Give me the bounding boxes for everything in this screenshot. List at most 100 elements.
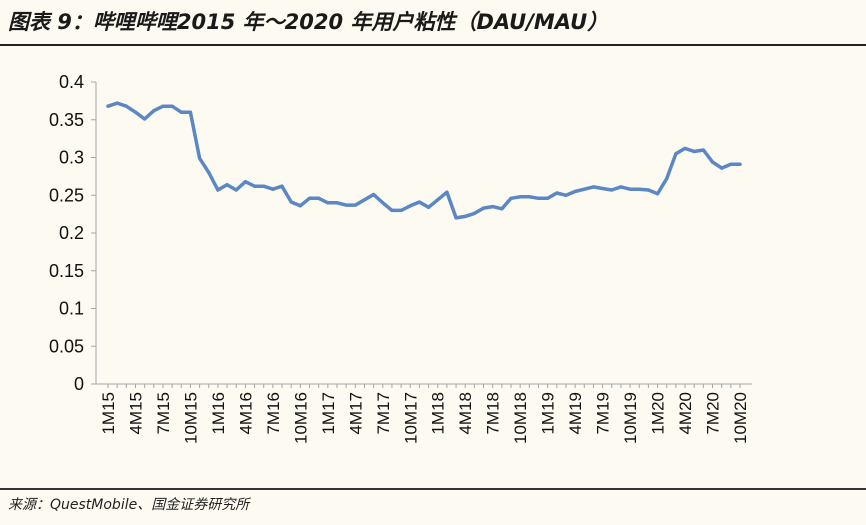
x-tick-label: 10M20 bbox=[731, 392, 750, 444]
data-point bbox=[170, 104, 174, 108]
y-tick-label: 0.3 bbox=[59, 148, 84, 168]
data-point bbox=[665, 177, 669, 181]
x-tick-label: 1M16 bbox=[209, 392, 228, 435]
x-tick-label: 7M17 bbox=[374, 392, 393, 435]
data-point bbox=[417, 200, 422, 204]
data-point bbox=[637, 187, 641, 191]
data-point bbox=[280, 184, 284, 188]
data-point bbox=[143, 117, 147, 121]
data-point bbox=[445, 190, 449, 194]
x-tick-label: 7M15 bbox=[154, 392, 173, 435]
x-tick-label: 7M16 bbox=[264, 392, 283, 435]
data-point bbox=[390, 208, 394, 212]
x-tick-label: 10M19 bbox=[621, 392, 640, 444]
data-point bbox=[197, 156, 202, 160]
data-point bbox=[720, 166, 724, 170]
data-point bbox=[454, 216, 458, 220]
series-layer bbox=[106, 101, 742, 220]
data-point bbox=[582, 187, 586, 191]
data-point bbox=[536, 196, 541, 200]
data-point bbox=[335, 201, 339, 205]
data-point bbox=[216, 188, 220, 192]
series-line bbox=[106, 101, 742, 220]
data-point bbox=[161, 104, 165, 108]
y-tick-label: 0.35 bbox=[49, 110, 84, 130]
chart-area: 0 0.05 0.1 0.15 0.2 0.25 0.3 0.35 0.4 1M15 4M15 7M… bbox=[0, 46, 866, 486]
x-tick-label: 10M16 bbox=[291, 392, 310, 444]
data-point bbox=[655, 192, 660, 196]
x-tick-label: 1M18 bbox=[429, 392, 448, 435]
data-point bbox=[271, 187, 275, 191]
data-point bbox=[381, 201, 385, 205]
data-point bbox=[344, 203, 348, 207]
x-tick-label: 4M16 bbox=[236, 392, 255, 435]
x-tick-label: 4M20 bbox=[676, 392, 695, 435]
data-point bbox=[610, 188, 614, 192]
data-point bbox=[362, 198, 367, 202]
data-point bbox=[188, 110, 193, 114]
footer-divider bbox=[0, 488, 866, 490]
x-tick-label: 1M19 bbox=[539, 392, 558, 435]
data-point bbox=[601, 186, 605, 191]
data-point bbox=[527, 195, 531, 199]
data-point bbox=[729, 162, 733, 166]
x-tick-label: 7M19 bbox=[594, 392, 613, 435]
data-point bbox=[262, 184, 266, 188]
data-point bbox=[546, 196, 550, 200]
data-point bbox=[701, 148, 705, 152]
data-point bbox=[619, 185, 623, 189]
data-point bbox=[326, 201, 330, 205]
data-point bbox=[674, 152, 678, 156]
data-point bbox=[738, 162, 742, 166]
y-axis: 0 0.05 0.1 0.15 0.2 0.25 0.3 0.35 0.4 bbox=[49, 72, 97, 394]
line-chart: 0 0.05 0.1 0.15 0.2 0.25 0.3 0.35 0.4 1M15 4M15 7M… bbox=[49, 72, 752, 444]
data-point bbox=[124, 104, 128, 108]
data-point bbox=[243, 180, 247, 184]
data-point bbox=[472, 211, 476, 215]
x-tick-label: 10M18 bbox=[511, 392, 530, 444]
data-point bbox=[408, 204, 412, 208]
x-tick-label: 1M17 bbox=[319, 392, 338, 435]
y-tick-label: 0.15 bbox=[49, 261, 84, 281]
chart-title: 图表 9：哔哩哔哩2015 年～2020 年用户粘性（DAU/MAU） bbox=[8, 10, 609, 34]
data-point bbox=[491, 204, 495, 209]
x-tick-label: 7M20 bbox=[704, 392, 723, 435]
data-point bbox=[426, 205, 431, 209]
y-tick-label: 0.4 bbox=[59, 72, 84, 92]
data-point bbox=[225, 183, 229, 187]
data-point bbox=[518, 195, 522, 199]
data-point bbox=[555, 191, 559, 195]
data-point bbox=[307, 196, 312, 200]
data-point bbox=[317, 196, 321, 200]
data-point bbox=[628, 187, 632, 191]
data-point bbox=[436, 198, 440, 202]
x-tick-label: 7M18 bbox=[484, 392, 503, 435]
x-tick-label: 10M15 bbox=[181, 392, 200, 444]
x-tick-label: 4M18 bbox=[456, 392, 475, 435]
data-point bbox=[106, 104, 110, 108]
title-divider bbox=[0, 44, 866, 46]
x-axis: 1M15 4M15 7M15 10M15 1M16 4M16 7M16 10M16 1M17 4M… bbox=[96, 383, 752, 444]
data-point bbox=[179, 110, 183, 114]
data-point bbox=[646, 188, 651, 192]
data-point bbox=[683, 146, 687, 151]
y-tick-label: 0.1 bbox=[59, 299, 84, 319]
data-point bbox=[481, 206, 486, 210]
data-point bbox=[298, 204, 302, 208]
data-point bbox=[399, 208, 403, 212]
x-tick-label: 1M15 bbox=[99, 392, 118, 435]
y-tick-label: 0.25 bbox=[49, 185, 84, 205]
y-tick-label: 0.2 bbox=[59, 223, 84, 243]
x-tick-label: 10M17 bbox=[401, 392, 420, 444]
data-point bbox=[710, 160, 715, 164]
data-point bbox=[573, 189, 577, 194]
data-point bbox=[500, 207, 504, 211]
y-tick-label: 0 bbox=[74, 374, 84, 394]
data-point bbox=[207, 171, 211, 175]
x-tick-label: 1M20 bbox=[649, 392, 668, 435]
data-point bbox=[115, 101, 119, 105]
x-tick-label: 4M17 bbox=[346, 392, 365, 435]
data-point bbox=[372, 192, 376, 197]
data-point bbox=[591, 185, 596, 189]
y-tick-label: 0.05 bbox=[49, 336, 84, 356]
